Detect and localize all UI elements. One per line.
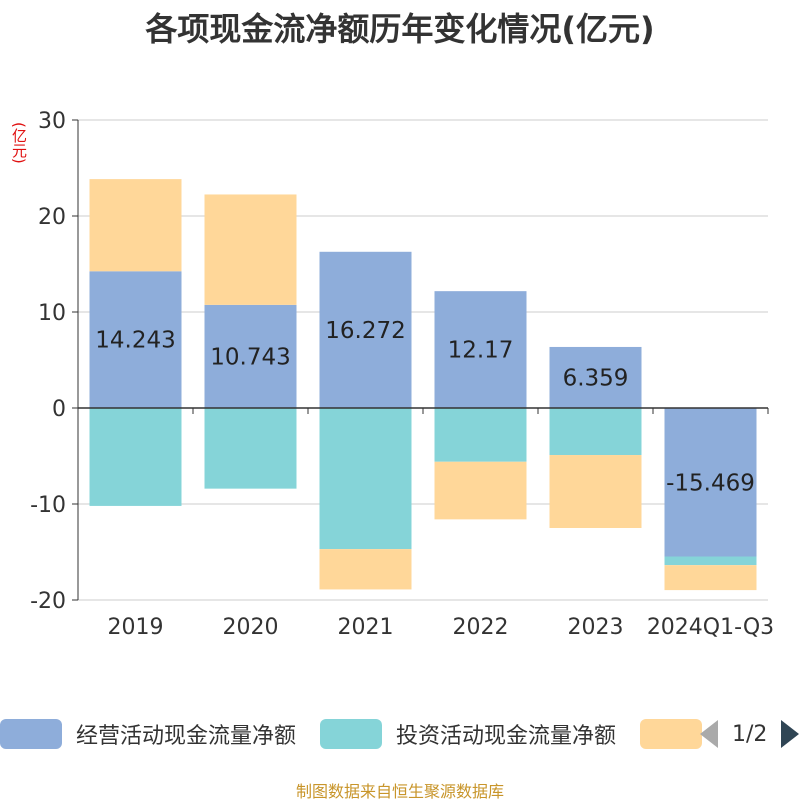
x-category-label: 2020 [223,615,279,640]
legend: 经营活动现金流量净额 投资活动现金流量净额 1/2 [0,716,800,756]
data-label: 10.743 [210,344,290,370]
bar-series0-2021 [319,251,412,408]
label-layer: 14.243 10.743 16.272 12.17 6.359 -15.469 [95,318,755,496]
y-tick-label: -20 [30,589,66,614]
data-source-note: 制图数据来自恒生聚源数据库 [295,782,504,801]
legend-item-investing[interactable]: 投资活动现金流量净额 [320,716,616,752]
cashflow-bar-chart: 30 20 10 0 -10 -20 2019 2020 2021 2022 2023 2024Q1-… [30,109,774,640]
legend-page-indicator: 1/2 [732,721,768,747]
bar-series0-2024Q1-Q3 [664,408,757,557]
bar-series2-2020 [204,194,297,305]
x-category-label: 2019 [108,615,164,640]
bar-series0-2020 [204,304,297,408]
x-category-label: 2022 [453,615,509,640]
legend-swatch-financing [640,719,702,749]
bar-series2-2021 [319,549,412,590]
x-category-label: 2023 [568,615,624,640]
data-label: 12.17 [448,338,514,364]
grid-layer [78,119,768,601]
previous-page-icon[interactable] [700,720,718,748]
data-label: 14.243 [95,328,175,354]
bar-series1-2022 [434,408,527,462]
bar-series1-2024Q1-Q3 [664,556,757,566]
bar-series2-2022 [434,461,527,520]
bar-series1-2023 [549,408,642,456]
bar-layer [89,179,757,591]
bar-series0-2019 [89,271,182,408]
legend-item-financing[interactable] [640,716,702,752]
bar-series1-2020 [204,408,297,489]
data-label: 16.272 [325,318,405,344]
legend-label-investing: 投资活动现金流量净额 [396,724,617,749]
legend-item-operating[interactable]: 经营活动现金流量净额 [0,716,296,752]
bar-series1-2019 [89,408,182,506]
data-label: 6.359 [563,365,629,391]
x-category-label: 2021 [338,615,394,640]
bar-series1-2021 [319,408,412,550]
y-tick-label: 0 [52,397,66,422]
data-label: -15.469 [666,470,755,496]
next-page-icon[interactable] [781,720,800,748]
legend-pager: 1/2 [700,716,800,752]
legend-swatch-investing [320,719,382,749]
y-tick-label: 30 [38,109,66,134]
legend-swatch-operating [0,719,62,749]
bar-series2-2023 [549,455,642,528]
legend-label-operating: 经营活动现金流量净额 [76,724,297,749]
bar-series0-2023 [549,346,642,408]
y-axis-unit-label: (亿元) [10,122,28,164]
bar-series2-2019 [89,179,182,272]
x-category-label: 2024Q1-Q3 [647,615,774,640]
y-tick-label: -10 [30,493,66,518]
y-tick-label: 10 [38,301,66,326]
chart-title: 各项现金流净额历年变化情况(亿元) [145,10,655,48]
axis-layer: 30 20 10 0 -10 -20 2019 2020 2021 2022 2023 2024Q1-… [30,109,774,640]
bar-series2-2024Q1-Q3 [664,565,757,591]
bar-series0-2022 [434,291,527,408]
y-tick-label: 20 [38,205,66,230]
